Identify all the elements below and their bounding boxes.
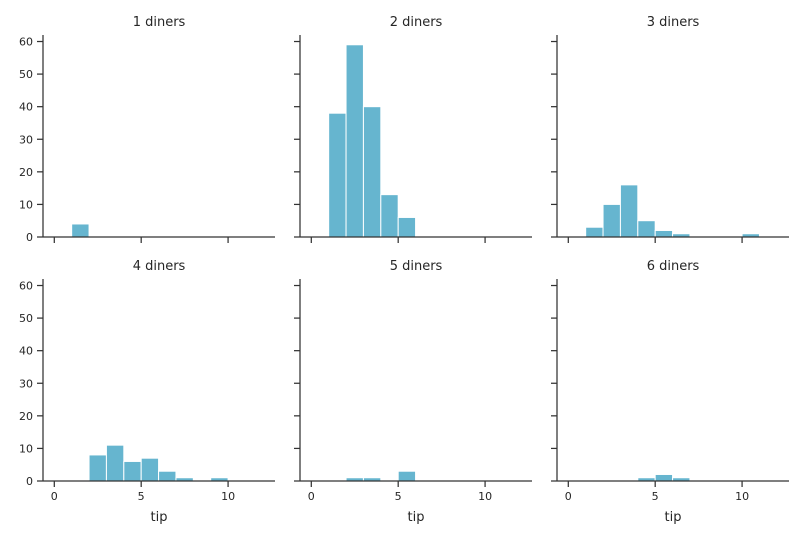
y-tick-label: 40 [19, 345, 33, 358]
histogram-bar [123, 460, 142, 482]
histogram-bar [158, 470, 177, 482]
histogram-bar [654, 229, 674, 238]
y-tick-label: 50 [19, 312, 33, 325]
histogram-bar [619, 184, 639, 238]
facet-title: 3 diners [647, 15, 700, 30]
histogram-bar [585, 226, 604, 238]
y-tick-label: 20 [19, 410, 33, 423]
x-axis-label: tip [151, 510, 168, 525]
facet-6: 0 5 10 6 diners tip [551, 259, 789, 525]
x-tick-label: 10 [478, 490, 492, 503]
y-tick-label: 40 [19, 101, 33, 114]
y-tick-label: 10 [19, 442, 33, 455]
x-tick-label: 5 [138, 490, 145, 503]
y-tick-label: 20 [19, 166, 33, 179]
histogram-bar [88, 454, 107, 482]
histogram-bar [362, 106, 382, 238]
facet-5: 0 5 10 5 diners tip [294, 259, 532, 525]
x-tick-label: 5 [652, 490, 659, 503]
histogram-bar [397, 216, 417, 238]
x-tick-label: 5 [395, 490, 402, 503]
x-tick-label: 10 [735, 490, 749, 503]
facet-title: 6 diners [647, 259, 700, 274]
histogram-bar [380, 194, 399, 238]
x-tick-label: 10 [221, 490, 235, 503]
y-tick-label: 30 [19, 377, 33, 390]
facet-title: 4 diners [133, 259, 186, 274]
facet-title: 1 diners [133, 15, 186, 30]
histogram-bar [105, 444, 125, 482]
y-tick-label: 30 [19, 133, 33, 146]
x-tick-label: 0 [51, 490, 58, 503]
y-tick-label: 60 [19, 280, 33, 293]
y-tick-label: 0 [26, 231, 33, 244]
x-axis-label: tip [408, 510, 425, 525]
facet-3: 3 diners [551, 15, 789, 243]
facet-title: 5 diners [390, 259, 443, 274]
facet-1: 0 10 20 30 40 50 60 1 diners [19, 15, 275, 244]
y-tick-label: 50 [19, 68, 33, 81]
histogram-bar [637, 220, 656, 238]
histogram-bar [71, 223, 90, 238]
x-tick-label: 0 [308, 490, 315, 503]
histogram-bar [328, 112, 347, 238]
x-tick-label: 0 [565, 490, 572, 503]
x-axis-label: tip [665, 510, 682, 525]
y-tick-label: 10 [19, 198, 33, 211]
histogram-bar [654, 473, 674, 482]
facet-title: 2 diners [390, 15, 443, 30]
histogram-bar [397, 470, 417, 482]
histogram-bar [140, 457, 160, 482]
y-tick-label: 60 [19, 36, 33, 49]
facet-4: 0 5 10 0 10 20 30 40 50 60 4 diners tip [19, 259, 275, 525]
y-tick-label: 0 [26, 475, 33, 488]
histogram-bar [345, 44, 364, 238]
facet-2: 2 diners [294, 15, 532, 243]
histogram-bar [602, 203, 621, 238]
